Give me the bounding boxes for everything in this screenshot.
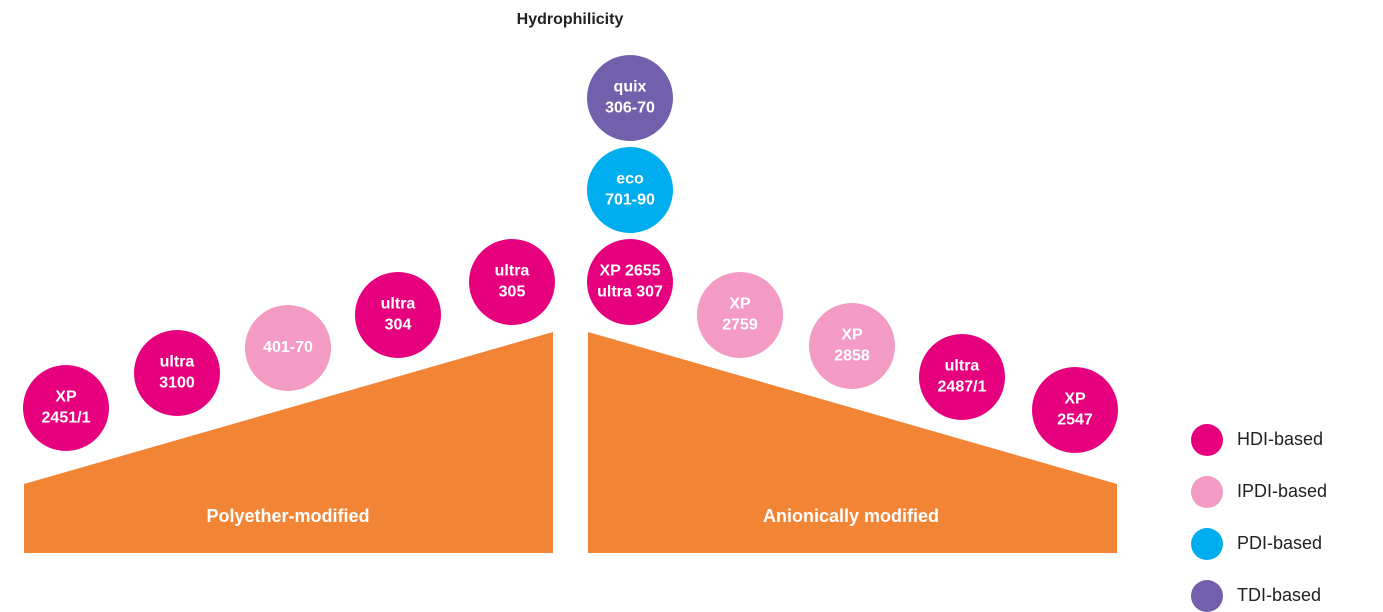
product-label: 2487/1 bbox=[938, 379, 987, 396]
legend-swatch bbox=[1191, 476, 1223, 508]
product-label: 701-90 bbox=[605, 192, 655, 209]
title: Hydrophilicity bbox=[517, 11, 624, 28]
legend-swatch bbox=[1191, 528, 1223, 560]
product-label: 305 bbox=[499, 284, 526, 301]
product-circle bbox=[587, 147, 673, 233]
product-label: 2451/1 bbox=[42, 410, 91, 427]
product-label: eco bbox=[616, 171, 644, 188]
product-circle bbox=[587, 239, 673, 325]
product-label: 306-70 bbox=[605, 100, 655, 117]
product-circle bbox=[245, 305, 331, 391]
product-label: XP bbox=[841, 327, 863, 344]
legend-label: TDI-based bbox=[1237, 585, 1321, 605]
product-label: 2547 bbox=[1057, 412, 1093, 429]
product-circle bbox=[1032, 367, 1118, 453]
product-label: XP 2655 bbox=[599, 263, 660, 280]
legend-label: HDI-based bbox=[1237, 429, 1323, 449]
product-label: 304 bbox=[385, 317, 412, 334]
product-label: 401-70 bbox=[263, 339, 313, 356]
legend-label: IPDI-based bbox=[1237, 481, 1327, 501]
product-circle bbox=[355, 272, 441, 358]
product-label: ultra bbox=[160, 354, 195, 371]
legend-swatch bbox=[1191, 580, 1223, 612]
product-label: ultra bbox=[945, 358, 980, 375]
product-label: XP bbox=[729, 296, 751, 313]
product-label: ultra bbox=[381, 296, 416, 313]
product-label: 3100 bbox=[159, 375, 195, 392]
product-label: 2759 bbox=[722, 317, 758, 334]
product-circle bbox=[469, 239, 555, 325]
product-label: 2858 bbox=[834, 348, 870, 365]
product-circle bbox=[587, 55, 673, 141]
product-label: XP bbox=[1064, 391, 1086, 408]
base-wedge bbox=[24, 332, 553, 553]
product-circle bbox=[809, 303, 895, 389]
product-circle bbox=[919, 334, 1005, 420]
product-circle bbox=[697, 272, 783, 358]
base-wedge bbox=[588, 332, 1117, 553]
product-label: quix bbox=[614, 79, 647, 96]
base-label: Anionically modified bbox=[763, 506, 939, 526]
base-label: Polyether-modified bbox=[206, 506, 369, 526]
product-label: XP bbox=[55, 389, 77, 406]
product-circle bbox=[134, 330, 220, 416]
product-label: ultra bbox=[495, 263, 530, 280]
product-label: ultra 307 bbox=[597, 284, 663, 301]
product-circle bbox=[23, 365, 109, 451]
legend-label: PDI-based bbox=[1237, 533, 1322, 553]
legend-swatch bbox=[1191, 424, 1223, 456]
